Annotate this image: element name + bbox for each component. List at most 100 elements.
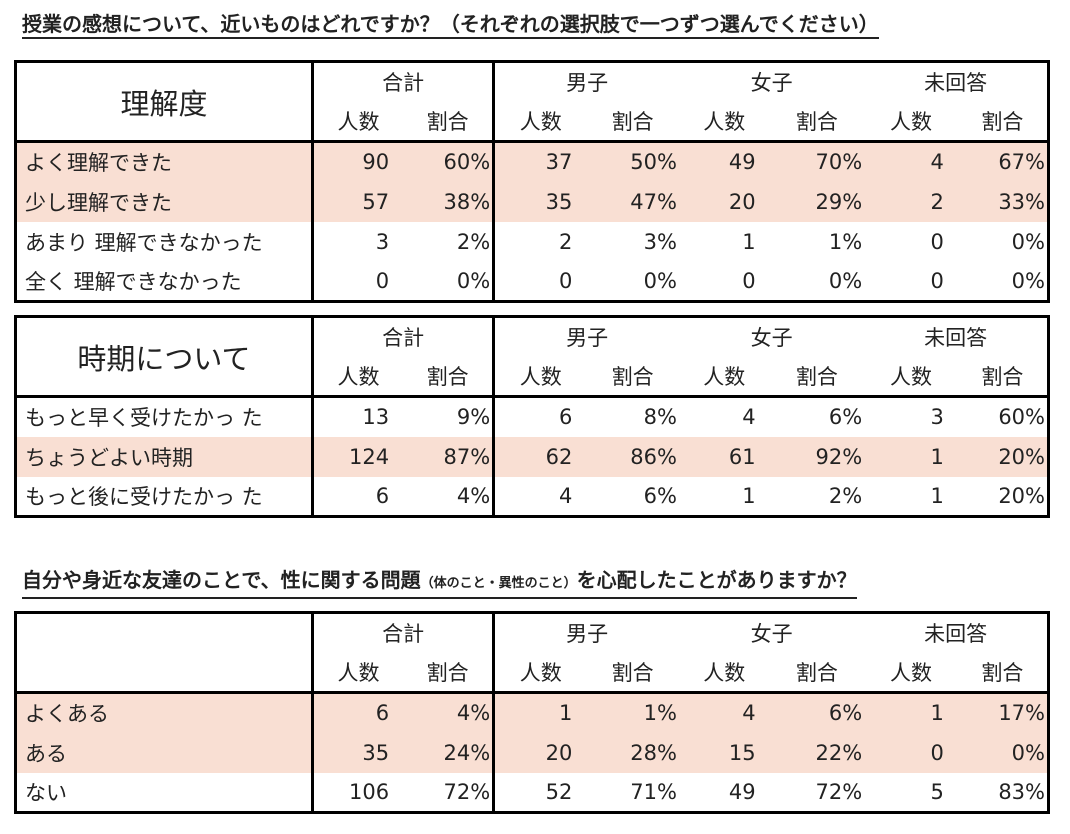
count-header: 人数 [890, 109, 933, 134]
ratio-cell: 67% [957, 141, 1049, 182]
ratio-header: 割合 [426, 364, 469, 389]
ratio-header: 割合 [795, 660, 838, 685]
count-cell: 6 [311, 476, 404, 517]
count-cell: 1 [492, 692, 587, 733]
ratio-cell: 60% [998, 405, 1045, 430]
ratio-cell: 22% [769, 732, 865, 773]
count-header: 人数 [311, 356, 404, 397]
group-header: 合計 [310, 612, 494, 653]
count-header: 人数 [703, 364, 746, 389]
ratio-header: 割合 [426, 109, 469, 134]
count-cell: 5 [930, 779, 944, 804]
row-label: もっと後に受けたかっ た [25, 484, 263, 509]
count-header: 人数 [311, 101, 404, 142]
ratio-cell: 6% [769, 692, 865, 733]
question-1-heading: 授業の感想について、近いものはどれですか？（それぞれの選択肢で一つずつ選んでくだ… [22, 12, 879, 39]
row-label: よく理解できた [15, 141, 313, 182]
count-cell: 1 [864, 436, 958, 477]
ratio-cell: 0% [957, 732, 1049, 773]
count-header: 人数 [890, 660, 933, 685]
question-2-heading: 自分や身近な友達のことで、性に関する問題（体のこと・異性のこと）を心配したことが… [22, 568, 857, 599]
ratio-header: 割合 [611, 109, 654, 134]
count-cell: 35 [492, 181, 587, 222]
question-2-heading-tail: を心配したことがありますか？ [576, 568, 857, 592]
ratio-cell: 72% [815, 779, 863, 804]
ratio-cell: 2% [828, 483, 863, 508]
count-cell: 0 [311, 261, 404, 302]
ratio-cell: 83% [998, 779, 1045, 804]
ratio-cell: 24% [403, 732, 494, 773]
count-header: 人数 [492, 101, 587, 142]
ratio-cell: 38% [403, 181, 494, 222]
ratio-cell: 4% [403, 692, 494, 733]
count-cell: 1 [742, 229, 756, 254]
count-cell: 57 [311, 181, 404, 222]
ratio-cell: 71% [630, 779, 677, 804]
header-row-groups: 合計 男子 女子 未回答 [16, 612, 1049, 653]
count-header: 人数 [311, 652, 404, 693]
ratio-cell: 50% [586, 141, 679, 182]
ratio-cell: 3% [643, 229, 677, 254]
question-2-heading-main: 自分や身近な友達のことで、性に関する問題 [22, 568, 421, 592]
header-row-groups: 時期について 合計 男子 女子 未回答 [16, 316, 1049, 376]
group-header: 男子 [492, 61, 679, 102]
ratio-header: 割合 [795, 364, 838, 389]
ratio-cell: 1% [586, 692, 679, 733]
ratio-cell: 29% [769, 181, 865, 222]
count-cell: 20 [678, 181, 770, 222]
ratio-header: 割合 [981, 109, 1024, 134]
ratio-cell: 0% [643, 268, 677, 293]
question-2-heading-note: （体のこと・異性のこと） [420, 576, 577, 591]
count-header: 人数 [703, 109, 746, 134]
ratio-cell: 0% [828, 268, 863, 293]
table-row: もっと早く受けたかっ た 13 9% 6 8% 4 6% 3 60% [16, 396, 1049, 437]
ratio-header: 割合 [795, 109, 838, 134]
ratio-cell: 33% [957, 181, 1049, 222]
count-cell: 6 [311, 692, 404, 733]
count-cell: 124 [311, 436, 404, 477]
table-row: ある 35 24% 20 28% 15 22% 0 0% [15, 732, 1049, 773]
ratio-cell: 0% [1011, 229, 1045, 254]
table-row: 少し理解できた 57 38% 35 47% 20 29% 2 33% [15, 181, 1049, 222]
count-cell: 3 [311, 221, 404, 262]
table-row: ない 106 72% 52 71% 49 72% 5 83% [16, 772, 1049, 813]
count-cell: 4 [742, 405, 756, 430]
table-title: 時期について [77, 341, 251, 376]
table-title: 理解度 [120, 86, 208, 121]
count-cell: 6 [492, 396, 587, 437]
count-cell: 0 [864, 732, 958, 773]
group-header: 女子 [750, 326, 793, 351]
ratio-cell: 2% [456, 229, 491, 254]
count-cell: 90 [311, 141, 404, 182]
count-cell: 49 [678, 141, 770, 182]
ratio-cell: 1% [828, 229, 863, 254]
ratio-header: 割合 [981, 364, 1024, 389]
row-label: よくある [15, 692, 313, 733]
count-cell: 1 [864, 692, 958, 733]
ratio-cell: 8% [643, 405, 677, 430]
count-cell: 52 [492, 772, 587, 813]
count-header: 人数 [890, 364, 933, 389]
ratio-cell: 20% [998, 483, 1045, 508]
ratio-cell: 28% [586, 732, 679, 773]
group-header: 合計 [310, 61, 494, 102]
count-cell: 0 [742, 268, 756, 293]
ratio-header: 割合 [611, 364, 654, 389]
row-label: ある [15, 732, 313, 773]
row-label: あまり 理解できなかった [25, 230, 263, 255]
understanding-table: 理解度 合計 男子 女子 未回答 人数 割合 人数 割合 人数 割合 人数 割合 よく理解できた 90 60%… [14, 60, 1050, 303]
row-label: 全く 理解できなかった [25, 269, 242, 294]
count-cell: 106 [311, 772, 404, 813]
count-cell: 1 [742, 483, 756, 508]
count-cell: 0 [930, 268, 944, 293]
table-row: あまり 理解できなかった 3 2% 2 3% 1 1% 0 0% [16, 221, 1049, 262]
group-header: 未回答 [924, 622, 988, 647]
ratio-cell: 6% [643, 483, 677, 508]
group-header: 未回答 [924, 326, 988, 351]
count-header: 人数 [492, 356, 587, 397]
row-label: ない [25, 780, 67, 805]
group-header: 男子 [492, 612, 679, 653]
ratio-cell: 87% [403, 436, 494, 477]
count-cell: 3 [930, 405, 944, 430]
concern-table: 合計 男子 女子 未回答 人数 割合 人数 割合 人数 割合 人数 割合 よくある 6 4% 1 1% 4 6% 1 1… [14, 611, 1050, 814]
